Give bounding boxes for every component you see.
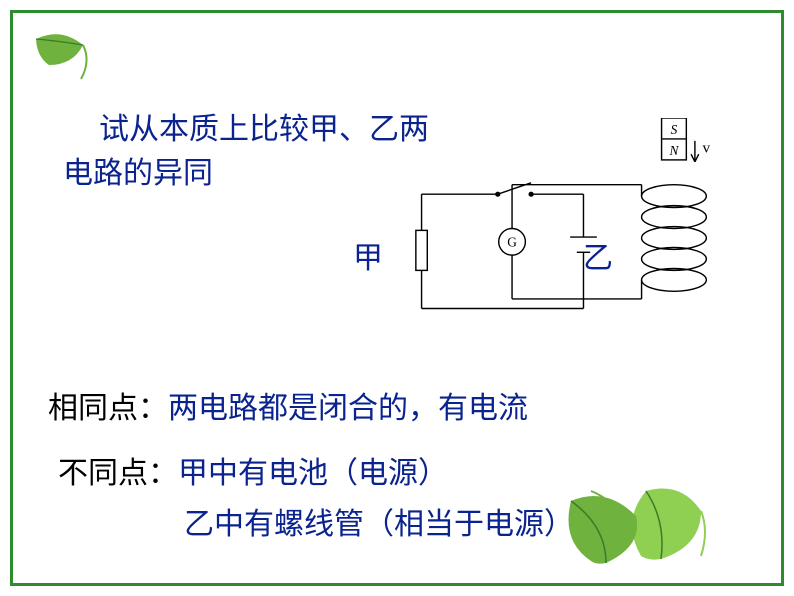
same-text: 两电路都是闭合的，有电流 xyxy=(168,392,528,425)
same-label: 相同点： xyxy=(48,392,168,425)
svg-text:S: S xyxy=(671,122,678,137)
circuit-diagram: S N v xyxy=(413,118,773,318)
svg-text:N: N xyxy=(669,143,680,158)
question-line2: 电路的异同 xyxy=(63,152,429,196)
question-text: 试从本质上比较甲、乙两 电路的异同 xyxy=(63,108,429,195)
svg-text:v: v xyxy=(703,139,711,156)
diff-line2: 乙中有螺线管（相当于电源） xyxy=(184,508,574,541)
leaf-top-left-icon xyxy=(31,31,101,81)
same-point-line: 相同点：两电路都是闭合的，有电流 xyxy=(48,383,528,427)
circuit-label-yi: 乙 xyxy=(583,233,613,277)
diff-label: 不同点： xyxy=(58,457,178,490)
diff-line1: 甲中有电池（电源） xyxy=(178,457,448,490)
svg-text:G: G xyxy=(507,235,517,250)
leaf-bottom-right-icon xyxy=(551,461,711,571)
diff-point-block: 不同点：甲中有电池（电源） 乙中有螺线管（相当于电源） xyxy=(58,448,574,550)
question-line1: 试从本质上比较甲、乙两 xyxy=(63,108,429,152)
slide-frame: 试从本质上比较甲、乙两 电路的异同 xyxy=(10,10,784,586)
circuit-label-jia: 甲 xyxy=(353,233,383,277)
